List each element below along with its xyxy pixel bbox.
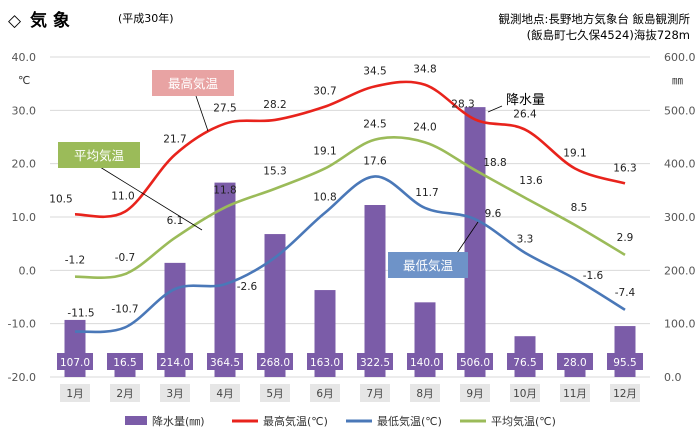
left-tick-label: -10.0 xyxy=(8,318,36,331)
precip-value-label: 28.0 xyxy=(563,357,586,369)
callout-min-text: 最低気温 xyxy=(403,258,454,273)
precip-bar xyxy=(465,107,486,377)
precip-value-label: 16.5 xyxy=(113,357,136,369)
data-label-min: 17.6 xyxy=(363,155,387,167)
legend-label-min: 最低気温(℃) xyxy=(377,414,442,428)
precip-value-label: 76.5 xyxy=(513,357,536,369)
right-tick-label: 0.0 xyxy=(664,371,682,384)
data-label-min: -7.4 xyxy=(615,287,636,299)
data-label-min: 9.6 xyxy=(485,208,502,220)
left-tick-label: 30.0 xyxy=(12,104,37,117)
month-label: 1月 xyxy=(66,388,83,400)
right-tick-label: 100.0 xyxy=(664,318,696,331)
data-label-max: 10.5 xyxy=(49,193,72,205)
month-label: 4月 xyxy=(216,388,233,400)
month-label: 5月 xyxy=(266,388,283,400)
month-label: 10月 xyxy=(513,388,537,400)
left-axis-unit: ℃ xyxy=(18,74,30,87)
data-label-min: -11.5 xyxy=(67,308,94,320)
callout-max: 最高気温 xyxy=(152,70,234,131)
left-tick-label: -20.0 xyxy=(8,371,36,384)
data-label-min: 3.3 xyxy=(517,234,534,246)
data-label-avg: 8.5 xyxy=(571,202,588,214)
legend-swatch-precip xyxy=(125,416,147,425)
data-label-avg: 11.8 xyxy=(213,184,236,196)
legend-label-avg: 平均気温(℃) xyxy=(491,414,556,428)
precip-bar xyxy=(365,205,386,377)
legend-label-max: 最高気温(℃) xyxy=(263,414,328,428)
precip-value-label: 107.0 xyxy=(60,357,90,369)
data-label-max: 26.4 xyxy=(513,109,537,121)
month-label: 7月 xyxy=(366,388,383,400)
precip-value-label: 163.0 xyxy=(310,357,340,369)
data-label-avg: -1.2 xyxy=(65,255,86,267)
right-tick-label: 200.0 xyxy=(664,264,696,277)
callout-precip-text: 降水量 xyxy=(506,93,545,108)
legend: 降水量(㎜) 最高気温(℃) 最低気温(℃) 平均気温(℃) xyxy=(125,414,556,428)
data-label-max: 19.1 xyxy=(563,147,586,159)
precip-value-label: 95.5 xyxy=(613,357,636,369)
data-label-max: 16.3 xyxy=(613,162,636,174)
month-label: 8月 xyxy=(416,388,433,400)
data-label-max: 27.5 xyxy=(213,103,236,115)
data-label-max: 34.8 xyxy=(413,64,436,76)
data-label-min: 11.7 xyxy=(415,187,438,199)
month-label: 3月 xyxy=(166,388,183,400)
temperature-lines: 10.5 11.0 21.7 27.5 28.2 30.7 34.5 34.8 28.3 26.4… xyxy=(49,64,636,332)
data-label-max: 30.7 xyxy=(313,86,336,98)
data-label-max: 34.5 xyxy=(363,65,386,77)
line-min-temp xyxy=(75,176,625,331)
callout-avg-text: 平均気温 xyxy=(74,148,125,163)
data-label-min: -2.6 xyxy=(237,281,258,293)
location-line-1: 観測地点:長野地方気象台 飯島観測所 xyxy=(498,12,690,26)
left-tick-label: 20.0 xyxy=(12,158,37,171)
legend-label-precip: 降水量(㎜) xyxy=(152,414,205,428)
data-label-avg: 19.1 xyxy=(313,145,336,157)
precip-value-label: 268.0 xyxy=(260,357,290,369)
data-label-max: 28.3 xyxy=(451,98,474,110)
month-label: 11月 xyxy=(563,388,587,400)
right-tick-label: 300.0 xyxy=(664,211,696,224)
data-label-avg: 18.8 xyxy=(483,157,506,169)
data-label-max: 21.7 xyxy=(163,134,186,146)
right-tick-label: 600.0 xyxy=(664,51,696,64)
data-label-avg: 15.3 xyxy=(263,166,286,178)
data-label-max: 11.0 xyxy=(111,191,134,203)
left-tick-label: 40.0 xyxy=(12,51,37,64)
precip-value-label: 322.5 xyxy=(360,357,390,369)
right-tick-label: 400.0 xyxy=(664,158,696,171)
precip-value-label: 506.0 xyxy=(460,357,490,369)
month-label: 2月 xyxy=(116,388,133,400)
right-tick-label: 500.0 xyxy=(664,104,696,117)
left-axis-ticks: -20.0 -10.0 0.0 10.0 20.0 30.0 40.0 xyxy=(8,51,36,384)
month-labels: 1月 2月 3月 4月 5月 6月 7月 8月 9月 10月 11月 12月 xyxy=(60,384,640,402)
month-label: 12月 xyxy=(613,388,637,400)
precip-value-label: 140.0 xyxy=(410,357,440,369)
title-mark: ◇ xyxy=(8,11,22,31)
right-axis-ticks: 0.0 100.0 200.0 300.0 400.0 500.0 600.0 xyxy=(664,51,696,384)
month-label: 9月 xyxy=(466,388,483,400)
data-label-min: -1.6 xyxy=(583,270,604,282)
precip-value-label: 214.0 xyxy=(160,357,190,369)
chart-subtitle: (平成30年) xyxy=(118,11,174,25)
data-label-avg: 24.5 xyxy=(363,119,386,131)
data-label-avg: 24.0 xyxy=(413,121,436,133)
right-axis-unit: ㎜ xyxy=(672,74,683,87)
callout-max-text: 最高気温 xyxy=(168,76,219,91)
data-label-min: -10.7 xyxy=(111,303,138,315)
data-label-avg: 2.9 xyxy=(617,232,634,244)
precip-value-label: 364.5 xyxy=(210,357,240,369)
data-label-max: 28.2 xyxy=(263,99,286,111)
location-line-2: (飯島町七久保4524)海抜728m xyxy=(527,28,690,42)
chart-title: 気 象 xyxy=(29,10,70,31)
data-label-min: 10.8 xyxy=(313,192,336,204)
line-avg-temp xyxy=(75,137,625,277)
month-label: 6月 xyxy=(316,388,333,400)
data-label-avg: -0.7 xyxy=(115,252,136,264)
data-label-avg: 13.6 xyxy=(519,175,543,187)
left-tick-label: 0.0 xyxy=(19,264,37,277)
left-tick-label: 10.0 xyxy=(12,211,37,224)
precipitation-labels: 107.0 16.5 214.0 364.5 268.0 163.0 322.5 140.0 5… xyxy=(57,353,643,370)
